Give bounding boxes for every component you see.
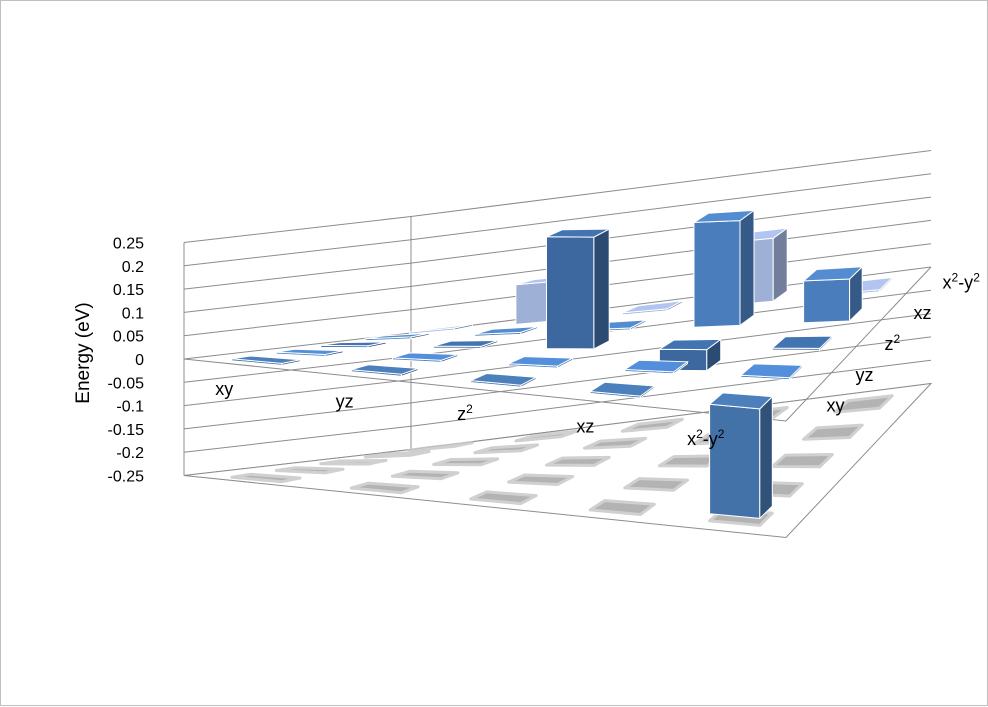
y-tick-label: 0.15 bbox=[113, 282, 144, 299]
bar bbox=[433, 339, 499, 349]
y-tick-label: -0.2 bbox=[116, 445, 144, 462]
bar bbox=[474, 325, 538, 337]
bar-top-face bbox=[623, 359, 689, 373]
floor-shadow bbox=[363, 450, 431, 459]
bar bbox=[320, 341, 387, 349]
floor-shadow bbox=[274, 466, 345, 475]
bar bbox=[546, 228, 610, 350]
z-category-label: z2 bbox=[885, 332, 901, 354]
bar bbox=[468, 372, 538, 388]
bar-top-face bbox=[546, 228, 610, 238]
bar bbox=[739, 363, 804, 381]
x-category-label: z2 bbox=[457, 402, 473, 424]
bar-front-face bbox=[546, 236, 595, 350]
floor-shadow bbox=[469, 490, 538, 506]
bar bbox=[621, 300, 683, 316]
bar bbox=[508, 356, 575, 369]
bar bbox=[231, 355, 301, 366]
y-tick-label: 0.05 bbox=[113, 329, 144, 346]
y-tick-label: -0.15 bbox=[108, 422, 145, 439]
bar-top-face bbox=[392, 352, 459, 361]
floor-shadow bbox=[408, 441, 474, 452]
bar-top-face bbox=[657, 338, 723, 351]
bar-top-face bbox=[474, 326, 538, 335]
bar bbox=[391, 352, 459, 363]
z-category-label: yz bbox=[856, 365, 874, 385]
bar-top-face bbox=[739, 363, 804, 379]
floor-shadow bbox=[319, 458, 388, 466]
y-tick-label: 0.2 bbox=[122, 259, 144, 276]
bar-top-face bbox=[802, 266, 864, 282]
floor-shadow bbox=[514, 429, 579, 443]
x-category-label: xz bbox=[576, 416, 594, 436]
floor-shadow bbox=[623, 477, 689, 492]
floor-shadow bbox=[230, 472, 302, 484]
bar bbox=[275, 348, 344, 358]
bar-front-face bbox=[693, 220, 741, 328]
bar-top-face bbox=[770, 335, 834, 349]
bar-top-face bbox=[231, 355, 301, 364]
floor-shadow bbox=[770, 453, 834, 469]
x-category-label: xy bbox=[215, 379, 233, 399]
bar-top-face bbox=[468, 372, 538, 386]
bar-top-face bbox=[692, 209, 756, 223]
bar-top-face bbox=[588, 381, 656, 397]
bar-top-face bbox=[351, 364, 419, 375]
x-category-label: yz bbox=[336, 392, 354, 412]
bar bbox=[364, 332, 430, 342]
bar-side-face bbox=[759, 395, 773, 520]
y-axis-title: Energy (eV) bbox=[73, 302, 94, 403]
bar-front-face bbox=[709, 403, 761, 519]
y-tick-label: -0.25 bbox=[108, 469, 145, 486]
bar-side-face bbox=[593, 228, 610, 350]
floor-shadow bbox=[545, 455, 611, 467]
bar bbox=[692, 209, 756, 328]
floor-shadow bbox=[833, 394, 894, 414]
bar bbox=[770, 334, 834, 352]
floor-shadow bbox=[588, 499, 656, 516]
y-tick-label: 0.1 bbox=[122, 305, 144, 322]
bar-top-face bbox=[433, 340, 498, 347]
bar bbox=[350, 364, 419, 377]
floor-shadow bbox=[507, 473, 575, 486]
x-category-label: x2-y2 bbox=[687, 427, 725, 449]
y-tick-label: -0.05 bbox=[108, 375, 145, 392]
zero-plane-edge bbox=[183, 266, 932, 422]
bar bbox=[623, 359, 689, 375]
floor-shadow bbox=[582, 436, 648, 450]
y-tick-label: 0.25 bbox=[113, 236, 144, 253]
floor-shadow bbox=[473, 443, 539, 455]
floor-shadow bbox=[802, 423, 864, 441]
bar bbox=[588, 381, 656, 399]
bar bbox=[802, 265, 864, 324]
bar-side-face bbox=[772, 227, 788, 303]
bar-top-face bbox=[508, 356, 575, 367]
y-tick-label: 0 bbox=[135, 352, 144, 369]
bar-side-face bbox=[739, 209, 755, 327]
bar-top-face bbox=[320, 341, 387, 347]
bar-top-face bbox=[708, 392, 774, 410]
bar bbox=[409, 323, 473, 335]
floor-shadow bbox=[390, 469, 460, 481]
gridline bbox=[183, 150, 932, 243]
bar-front-face bbox=[803, 278, 851, 324]
bar bbox=[708, 392, 774, 520]
z-category-label: x2-y2 bbox=[943, 270, 981, 292]
z-category-label: xz bbox=[914, 303, 932, 323]
bar-top-face bbox=[622, 300, 683, 314]
bar bbox=[657, 338, 723, 372]
bar-top-face bbox=[365, 332, 430, 340]
floor-shadow bbox=[432, 457, 500, 467]
floor-shadow bbox=[620, 417, 684, 433]
bar-top-face bbox=[409, 323, 473, 333]
z-category-label: xy bbox=[827, 396, 845, 416]
bar-top-face bbox=[276, 348, 344, 356]
y-tick-label: -0.1 bbox=[116, 399, 144, 416]
floor-shadow bbox=[349, 481, 420, 495]
